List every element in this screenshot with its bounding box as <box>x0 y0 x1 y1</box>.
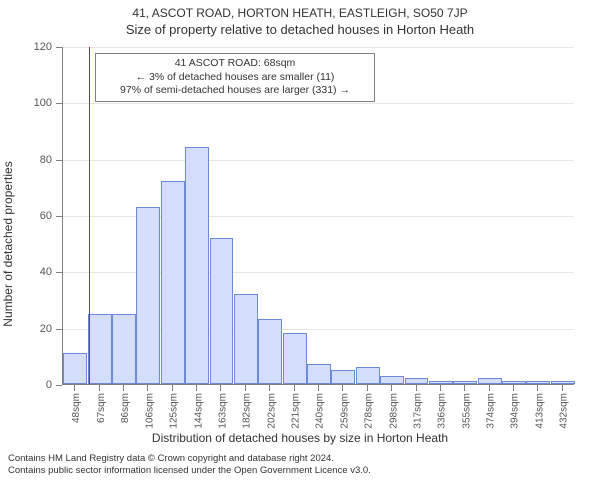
callout-line-2: ← 3% of detached houses are smaller (11) <box>102 71 368 85</box>
x-axis-label: Distribution of detached houses by size … <box>0 431 600 445</box>
grid-line <box>63 160 574 161</box>
x-tick-label: 125sqm <box>169 393 180 429</box>
histogram-bar <box>234 294 258 384</box>
callout-line-1: 41 ASCOT ROAD: 68sqm <box>102 57 368 71</box>
x-axis-ticks: 48sqm 67sqm 86sqm 106sqm 125sqm 144sqm 163sqm 1… <box>62 385 574 435</box>
x-tick-label: 413sqm <box>534 393 545 429</box>
x-tick-label: 221sqm <box>291 393 302 429</box>
x-tick-label: 48sqm <box>71 393 82 423</box>
footer: Contains HM Land Registry data © Crown c… <box>0 449 600 484</box>
subject-marker-line <box>89 47 90 384</box>
histogram-bar <box>526 381 550 384</box>
histogram-bar <box>356 367 380 384</box>
histogram-bar <box>185 147 209 384</box>
grid-line <box>63 47 574 48</box>
plot-area: 41 ASCOT ROAD: 68sqm← 3% of detached hou… <box>62 47 574 385</box>
y-axis-label: Number of detached properties <box>1 161 15 326</box>
x-tick-label: 317sqm <box>413 393 424 429</box>
y-tick-label: 60 <box>0 210 52 222</box>
histogram-bar <box>331 370 355 384</box>
y-tick-label: 80 <box>0 154 52 166</box>
x-tick-label: 278sqm <box>364 393 375 429</box>
histogram-bar <box>429 381 453 384</box>
histogram-bar <box>453 381 477 384</box>
footer-line-1: Contains HM Land Registry data © Crown c… <box>8 453 592 465</box>
y-tick-label: 20 <box>0 323 52 335</box>
histogram-bar <box>502 381 526 384</box>
x-tick-label: 163sqm <box>217 393 228 429</box>
x-tick-label: 86sqm <box>120 393 131 423</box>
x-tick-label: 432sqm <box>559 393 570 429</box>
histogram-bar <box>136 207 160 384</box>
histogram-bar <box>551 381 575 384</box>
y-tick-label: 0 <box>0 379 52 391</box>
x-tick-label: 336sqm <box>437 393 448 429</box>
y-tick-label: 100 <box>0 97 52 109</box>
chart-container: Number of detached properties 0 20 40 60 80 1… <box>0 39 600 449</box>
histogram-bar <box>112 314 136 384</box>
x-tick-label: 144sqm <box>193 393 204 429</box>
page-title-address: 41, ASCOT ROAD, HORTON HEATH, EASTLEIGH,… <box>0 0 600 20</box>
histogram-bar <box>88 314 112 384</box>
x-tick-label: 202sqm <box>266 393 277 429</box>
histogram-bar <box>478 378 502 384</box>
histogram-bar <box>307 364 331 384</box>
histogram-bar <box>258 319 282 384</box>
x-tick-label: 106sqm <box>144 393 155 429</box>
histogram-bar <box>283 333 307 384</box>
x-tick-label: 259sqm <box>339 393 350 429</box>
footer-line-2: Contains public sector information licen… <box>8 465 592 477</box>
page-title-subtitle: Size of property relative to detached ho… <box>0 20 600 39</box>
x-tick-label: 67sqm <box>96 393 107 423</box>
x-tick-label: 298sqm <box>388 393 399 429</box>
x-tick-label: 374sqm <box>486 393 497 429</box>
x-tick-label: 394sqm <box>510 393 521 429</box>
histogram-bar <box>380 376 404 384</box>
x-tick-label: 240sqm <box>315 393 326 429</box>
histogram-bar <box>405 378 429 384</box>
callout-box: 41 ASCOT ROAD: 68sqm← 3% of detached hou… <box>95 53 375 102</box>
callout-line-3: 97% of semi-detached houses are larger (… <box>102 84 368 98</box>
y-tick-label: 120 <box>0 41 52 53</box>
x-tick-label: 182sqm <box>242 393 253 429</box>
histogram-bar <box>161 181 185 384</box>
histogram-bar <box>63 353 87 384</box>
histogram-bar <box>210 238 234 384</box>
y-tick-label: 40 <box>0 266 52 278</box>
x-tick-label: 355sqm <box>461 393 472 429</box>
grid-line <box>63 103 574 104</box>
